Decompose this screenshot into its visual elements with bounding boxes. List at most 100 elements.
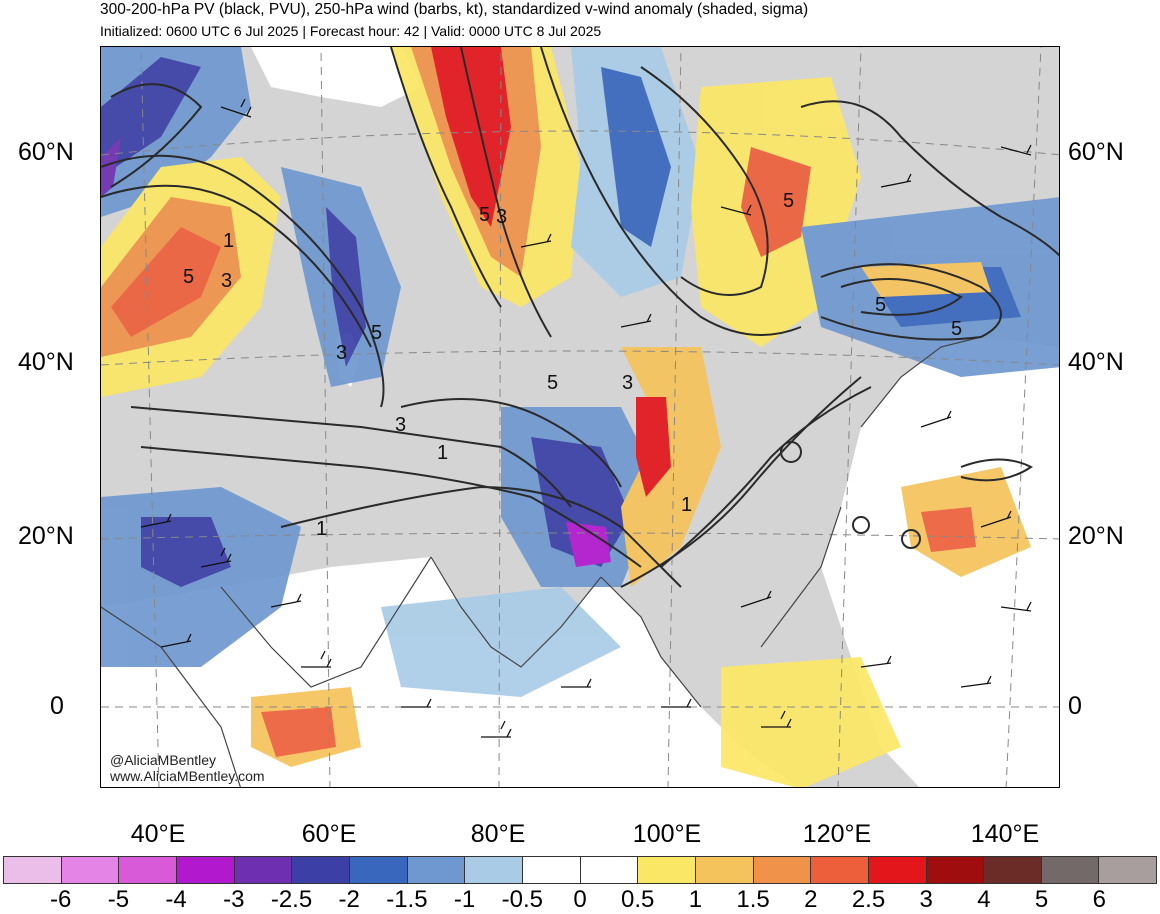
colorbar-swatch	[349, 857, 408, 883]
grid-lon-40	[140, 47, 160, 787]
pv-contour	[800, 100, 1059, 257]
shade-pos-pacific-core	[921, 507, 976, 552]
pv-labels: 5 1 5 3 5 3 5 3 5 3 3 1 1 1 5 5	[183, 190, 962, 540]
wind-barb	[761, 710, 792, 728]
wind-barb	[1000, 144, 1032, 156]
coast-arabia	[220, 556, 432, 688]
colorbar-swatch	[234, 857, 293, 883]
colorbar-label: 4	[977, 886, 991, 913]
colorbar-swatch	[695, 857, 754, 883]
lon-label-80: 80°E	[470, 820, 526, 848]
pv-contour-closed	[852, 516, 870, 534]
pv-contour	[130, 406, 572, 508]
wind-barbs	[140, 98, 1032, 738]
colorbar-swatch	[465, 857, 523, 883]
pv-contour-closed	[780, 441, 802, 463]
colorbar-label: 1	[688, 886, 703, 913]
wind-barb	[661, 698, 692, 708]
coast-india	[430, 556, 602, 668]
colorbar-label: 2	[804, 886, 818, 913]
colorbar-swatch	[1099, 857, 1157, 883]
lon-label-100: 100°E	[632, 820, 702, 848]
pv-contour	[820, 263, 1002, 341]
colorbar-swatch	[61, 857, 120, 883]
colorbar-swatch	[868, 857, 927, 883]
colorbar-label: -1	[453, 886, 476, 913]
wind-barb	[920, 410, 952, 428]
grid-lon-60	[320, 47, 331, 787]
pv-label: 5	[783, 190, 794, 212]
colorbar-label: -3	[223, 886, 245, 913]
grid-lat-20	[101, 532, 1059, 540]
wind-barb	[220, 98, 252, 118]
pv-label: 1	[437, 442, 448, 464]
colorbar-swatch	[638, 857, 696, 883]
pv-contour-closed	[901, 529, 921, 549]
anomaly-shading	[101, 47, 1059, 787]
pv-label: 3	[395, 414, 406, 436]
lat-label-left-0: 0	[50, 692, 64, 720]
lat-label-right-20: 20°N	[1068, 522, 1124, 550]
shade-neg-ural-core	[326, 207, 366, 367]
colorbar-swatch	[984, 857, 1042, 883]
lon-label-120: 120°E	[802, 820, 872, 848]
wind-barb	[720, 204, 752, 216]
pv-label: 5	[183, 266, 194, 288]
colorbar-swatch	[522, 857, 581, 883]
colorbar-label: -5	[107, 886, 130, 913]
colorbar-swatch	[811, 857, 869, 883]
colorbar-label: 2.5	[851, 886, 886, 913]
grid-lon-80	[498, 47, 502, 787]
wind-barb	[301, 650, 332, 668]
lon-label-40: 40°E	[130, 820, 186, 848]
grid-lat-40	[101, 350, 1059, 366]
pv-contours	[101, 47, 1059, 588]
colorbar-label: 0	[573, 886, 587, 913]
shade-pos-east-band	[861, 262, 991, 297]
pv-contour	[400, 398, 622, 488]
colorbar-swatch	[292, 857, 350, 883]
pv-contour	[960, 458, 1033, 482]
shade-neg-central-core	[601, 67, 671, 247]
lat-label-right-0: 0	[1068, 692, 1082, 720]
pv-label: 5	[951, 318, 962, 340]
grid-lon-100	[667, 47, 682, 787]
pv-label: 3	[622, 372, 633, 394]
credit-url: www.AliciaMBentley.com	[110, 768, 265, 784]
graticule	[101, 47, 1059, 787]
coastlines	[101, 336, 982, 787]
pv-contour	[840, 278, 963, 316]
pv-contour	[460, 47, 552, 338]
colorbar-swatch	[580, 857, 639, 883]
pv-contour	[110, 83, 203, 188]
wind-barb	[980, 510, 1012, 528]
colorbar-swatch	[119, 857, 177, 883]
pv-contour	[101, 184, 372, 348]
lat-label-right-60: 60°N	[1068, 138, 1124, 166]
wind-barb	[270, 593, 302, 608]
pv-label: 3	[496, 206, 507, 228]
coast-se-asia	[600, 576, 702, 708]
pv-label: 5	[479, 204, 490, 226]
colorbar-label: 6	[1092, 886, 1106, 913]
pv-label: 1	[223, 230, 234, 252]
shade-pos-china-core	[636, 397, 671, 497]
shade-pos-tropics-east	[721, 657, 901, 787]
shade-neg-ocean	[381, 587, 621, 697]
coast-africa	[101, 606, 241, 787]
wind-barb	[960, 675, 992, 688]
colorbar-swatch	[407, 857, 466, 883]
lon-label-140: 140°E	[970, 820, 1040, 848]
pv-label: 5	[371, 322, 382, 344]
wind-barb	[140, 513, 172, 528]
grid-lon-120	[837, 47, 862, 787]
colorbar-label: -0.5	[501, 886, 543, 913]
wind-barb	[740, 590, 772, 608]
map-canvas: 5 1 5 3 5 3 5 3 5 3 3 1 1 1 5 5	[101, 47, 1059, 787]
wind-barb	[880, 173, 912, 188]
colorbar-label: 0.5	[621, 886, 655, 913]
lon-label-60: 60°E	[301, 820, 357, 848]
pv-contour	[390, 47, 502, 308]
colorbar-label: -1.5	[386, 886, 428, 913]
pv-label: 5	[547, 372, 558, 394]
